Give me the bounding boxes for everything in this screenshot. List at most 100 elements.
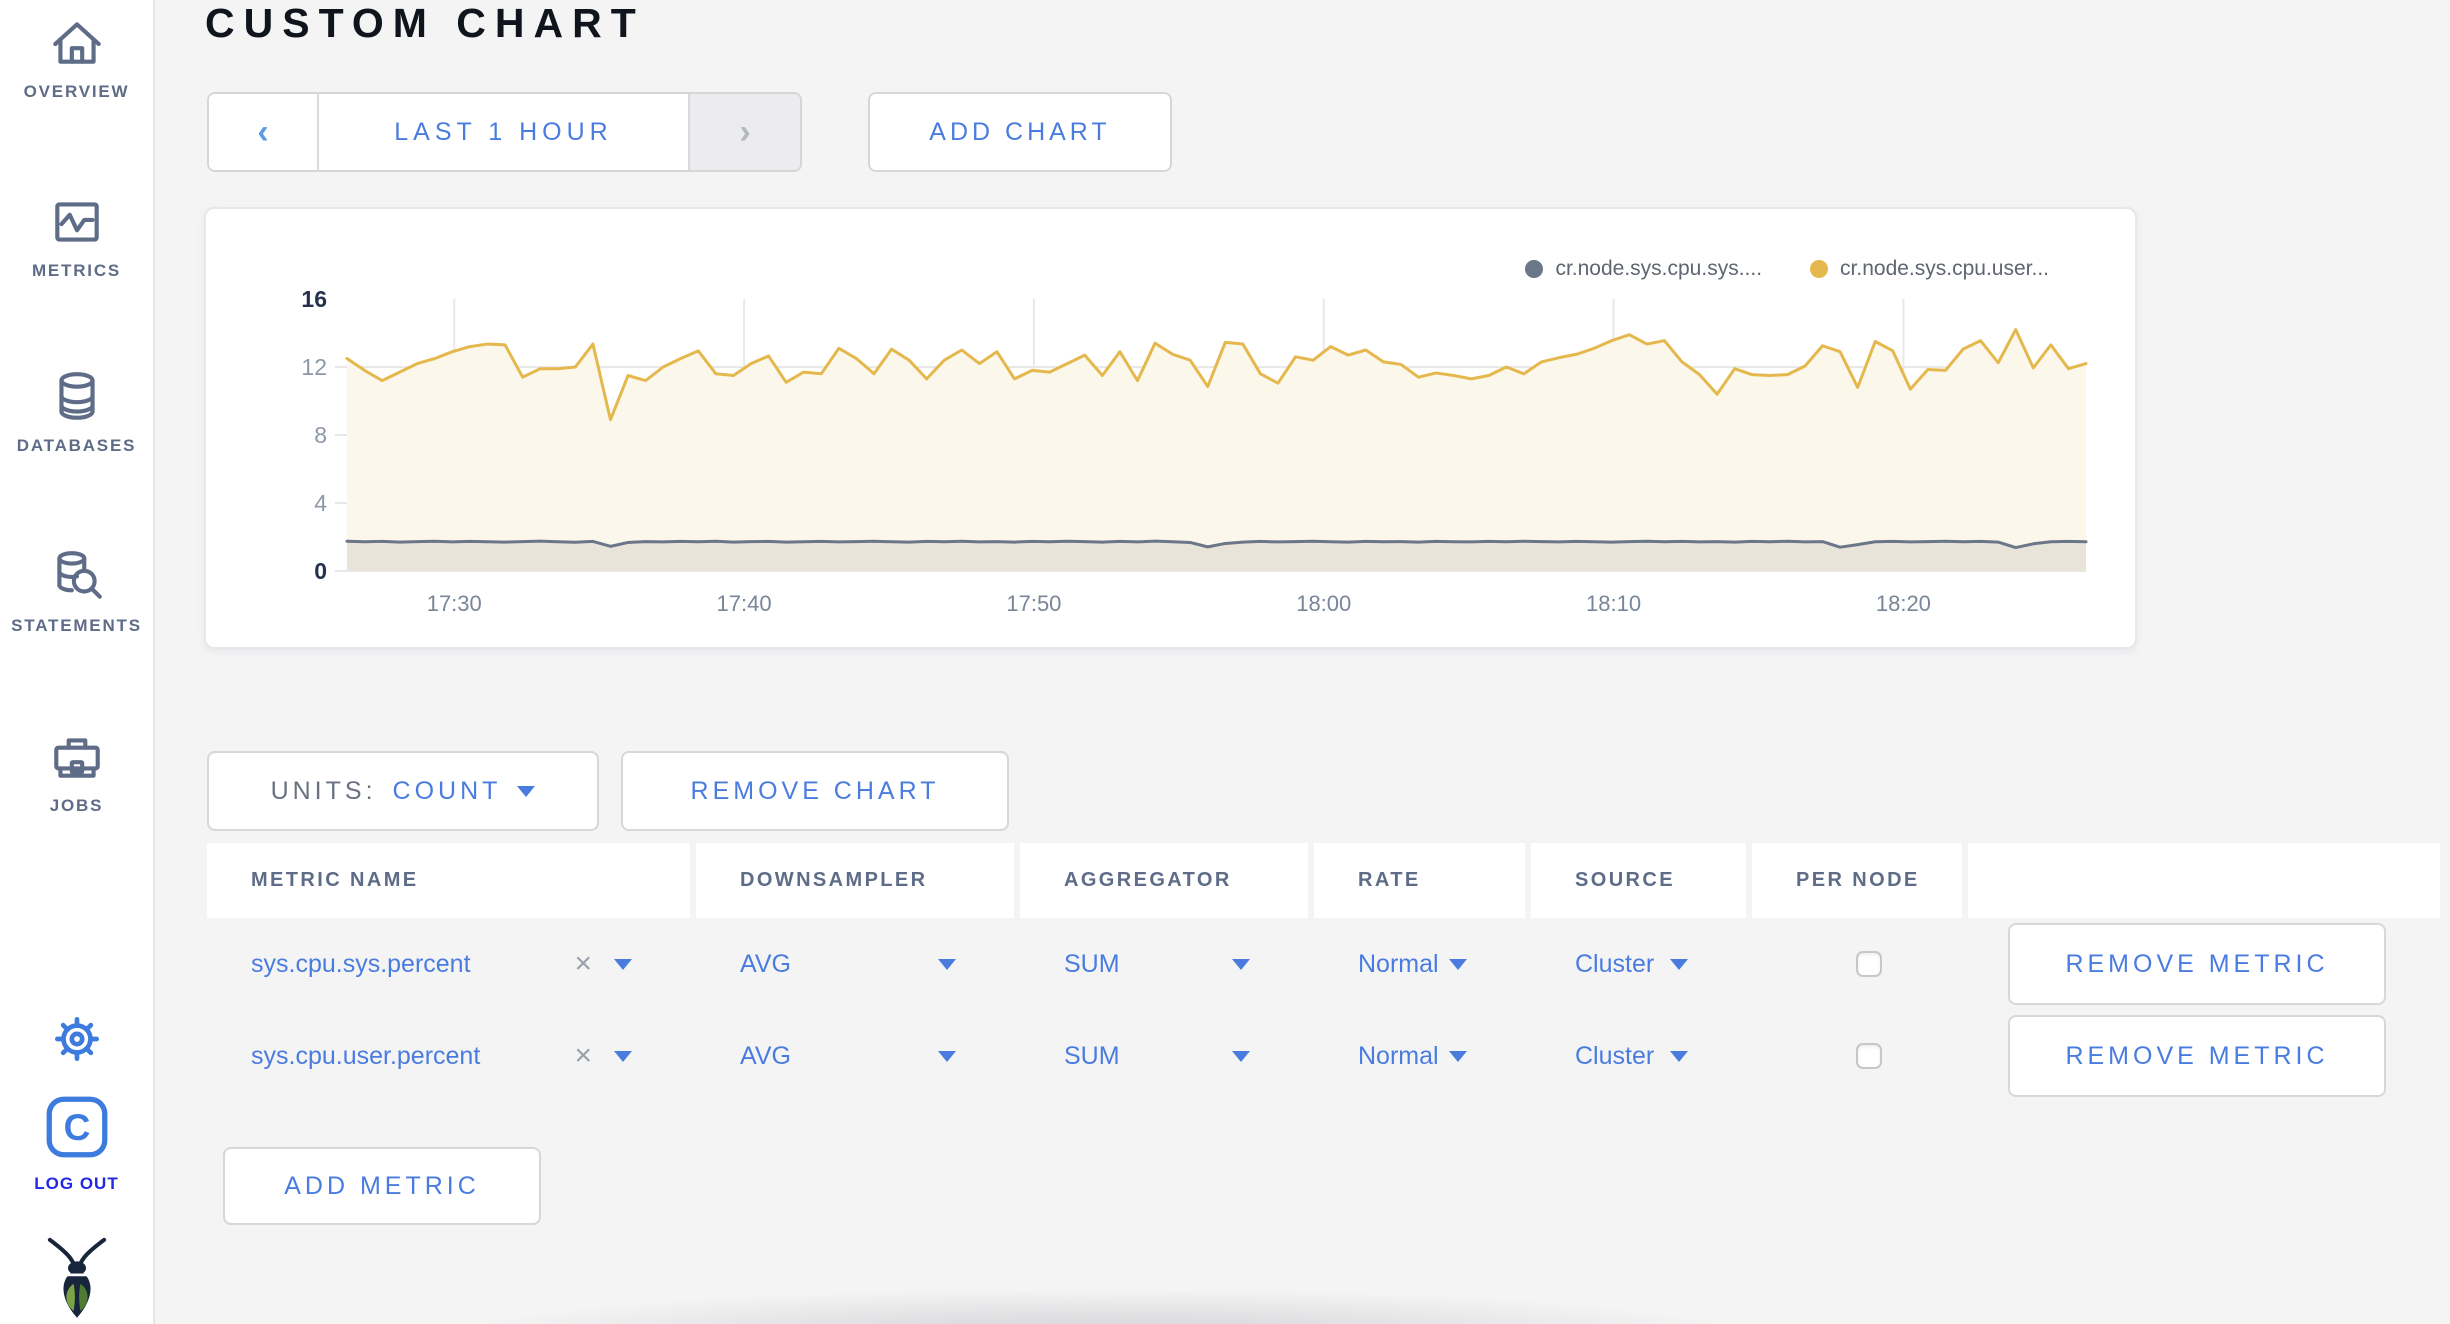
units-select[interactable]: UNITS: COUNT	[207, 751, 599, 831]
legend-item-user[interactable]: cr.node.sys.cpu.user...	[1810, 257, 2049, 281]
database-search-icon	[56, 551, 102, 599]
caret-down-icon	[517, 785, 536, 797]
sidebar-item-label: JOBS	[49, 796, 104, 815]
chart-card: cr.node.sys.cpu.sys.... cr.node.sys.cpu.…	[204, 207, 2137, 649]
gear-icon	[54, 1016, 99, 1062]
column-header-rate: RATE	[1314, 843, 1525, 918]
units-row: UNITS: COUNT REMOVE CHART	[207, 751, 1009, 831]
source-select[interactable]: Cluster	[1531, 1010, 1746, 1102]
source-value: Cluster	[1575, 949, 1655, 978]
aggregator-value: SUM	[1064, 949, 1120, 978]
time-range-picker: ‹ LAST 1 HOUR ›	[207, 92, 802, 172]
caret-down-icon	[938, 958, 956, 970]
time-next-button[interactable]: ›	[688, 94, 800, 170]
home-icon	[52, 22, 101, 64]
chart-legend: cr.node.sys.cpu.sys.... cr.node.sys.cpu.…	[1525, 257, 2049, 281]
sidebar-item-metrics[interactable]: METRICS	[0, 193, 153, 281]
column-header-downsampler: DOWNSAMPLER	[696, 843, 1014, 918]
svg-text:17:50: 17:50	[1006, 591, 1061, 616]
metric-name-value: sys.cpu.user.percent	[251, 1041, 481, 1070]
svg-text:18:00: 18:00	[1296, 591, 1351, 616]
chevron-left-icon: ‹	[257, 113, 269, 151]
aggregator-select[interactable]: SUM	[1020, 918, 1308, 1010]
svg-text:12: 12	[301, 354, 327, 380]
remove-metric-button[interactable]: REMOVE METRIC	[2008, 1015, 2386, 1097]
caret-down-icon	[614, 1050, 632, 1062]
sidebar-item-overview[interactable]: OVERVIEW	[0, 14, 153, 102]
cockroach-bug-icon	[47, 1237, 106, 1318]
svg-text:17:30: 17:30	[427, 591, 482, 616]
svg-text:18:20: 18:20	[1876, 591, 1931, 616]
settings-button[interactable]	[0, 1010, 153, 1078]
rate-select[interactable]: Normal	[1314, 918, 1525, 1010]
downsampler-select[interactable]: AVG	[696, 1010, 1014, 1102]
line-chart: 0 4 8 12 16 17:30 17:40 17:50 18:00 18:10 18:20	[301, 286, 2088, 616]
rate-value: Normal	[1358, 949, 1439, 978]
aggregator-value: SUM	[1064, 1041, 1120, 1070]
legend-item-sys[interactable]: cr.node.sys.cpu.sys....	[1525, 257, 1762, 281]
main-content: CUSTOM CHART ‹ LAST 1 HOUR › ADD CHART c…	[157, 0, 2450, 1324]
column-header-actions	[1968, 843, 2440, 918]
clear-metric-icon[interactable]: ×	[574, 1039, 592, 1072]
page-title: CUSTOM CHART	[205, 0, 645, 46]
sidebar-item-label: OVERVIEW	[23, 82, 130, 101]
per-node-checkbox[interactable]	[1856, 951, 1882, 977]
column-header-source: SOURCE	[1531, 843, 1746, 918]
caret-down-icon	[1232, 958, 1250, 970]
caret-down-icon	[1232, 1050, 1250, 1062]
svg-text:16: 16	[301, 286, 327, 312]
aggregator-select[interactable]: SUM	[1020, 1010, 1308, 1102]
metric-name-select[interactable]: sys.cpu.user.percent ×	[207, 1010, 690, 1102]
clear-metric-icon[interactable]: ×	[574, 947, 592, 980]
svg-text:18:10: 18:10	[1586, 591, 1641, 616]
legend-dot-icon	[1810, 260, 1829, 278]
svg-text:0: 0	[314, 558, 327, 584]
legend-dot-icon	[1525, 260, 1544, 278]
units-label: UNITS:	[270, 776, 377, 805]
actions-cell: REMOVE METRIC	[1968, 1010, 2440, 1102]
metric-name-value: sys.cpu.sys.percent	[251, 949, 471, 978]
remove-metric-button[interactable]: REMOVE METRIC	[2008, 923, 2386, 1005]
cockroach-logo[interactable]	[0, 1232, 153, 1324]
caret-down-icon	[1449, 1050, 1467, 1062]
per-node-checkbox[interactable]	[1856, 1043, 1882, 1069]
controls-row: ‹ LAST 1 HOUR › ADD CHART	[207, 92, 1172, 172]
caret-down-icon	[614, 958, 632, 970]
downsampler-select[interactable]: AVG	[696, 918, 1014, 1010]
column-header-per-node: PER NODE	[1752, 843, 1962, 918]
remove-chart-button[interactable]: REMOVE CHART	[621, 751, 1009, 831]
rate-select[interactable]: Normal	[1314, 1010, 1525, 1102]
legend-label: cr.node.sys.cpu.sys....	[1555, 257, 1763, 280]
svg-text:17:40: 17:40	[717, 591, 772, 616]
svg-text:C: C	[63, 1107, 90, 1148]
logout-label: LOG OUT	[34, 1174, 119, 1193]
time-range-button[interactable]: LAST 1 HOUR	[319, 94, 688, 170]
briefcase-icon	[53, 738, 100, 778]
time-prev-button[interactable]: ‹	[209, 94, 319, 170]
database-icon	[58, 372, 95, 420]
legend-label: cr.node.sys.cpu.user...	[1840, 257, 2049, 280]
source-value: Cluster	[1575, 1041, 1655, 1070]
downsampler-value: AVG	[740, 949, 791, 978]
logout-button[interactable]: C LOG OUT	[0, 1090, 153, 1194]
svg-text:8: 8	[314, 422, 327, 448]
add-chart-button[interactable]: ADD CHART	[868, 92, 1172, 172]
per-node-cell	[1752, 918, 1962, 1010]
metric-name-select[interactable]: sys.cpu.sys.percent ×	[207, 918, 690, 1010]
sidebar-item-label: METRICS	[31, 261, 122, 280]
column-header-metric-name: METRIC NAME	[207, 843, 690, 918]
metrics-table: METRIC NAME DOWNSAMPLER AGGREGATOR RATE …	[207, 843, 2440, 1102]
sidebar-item-databases[interactable]: DATABASES	[0, 368, 153, 456]
units-value: COUNT	[392, 776, 502, 805]
column-header-aggregator: AGGREGATOR	[1020, 843, 1308, 918]
svg-text:4: 4	[314, 490, 327, 516]
sidebar-item-label: STATEMENTS	[11, 616, 142, 635]
caret-down-icon	[1670, 958, 1688, 970]
chevron-right-icon: ›	[739, 113, 751, 151]
sidebar-item-statements[interactable]: STATEMENTS	[0, 548, 153, 636]
source-select[interactable]: Cluster	[1531, 918, 1746, 1010]
sidebar-item-jobs[interactable]: JOBS	[0, 728, 153, 816]
add-metric-button[interactable]: ADD METRIC	[223, 1147, 541, 1225]
cockroach-c-icon: C	[46, 1096, 107, 1158]
sidebar-item-label: DATABASES	[16, 436, 137, 455]
